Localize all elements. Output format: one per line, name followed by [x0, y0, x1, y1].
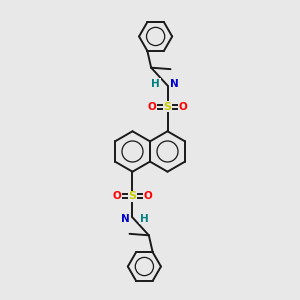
Text: N: N	[170, 79, 179, 89]
Text: H: H	[140, 214, 149, 224]
Text: S: S	[164, 102, 172, 112]
Text: O: O	[178, 102, 187, 112]
Text: O: O	[113, 191, 122, 201]
Text: O: O	[144, 191, 152, 201]
Text: S: S	[128, 191, 136, 201]
Text: H: H	[151, 79, 160, 89]
Text: O: O	[148, 102, 156, 112]
Text: N: N	[121, 214, 130, 224]
